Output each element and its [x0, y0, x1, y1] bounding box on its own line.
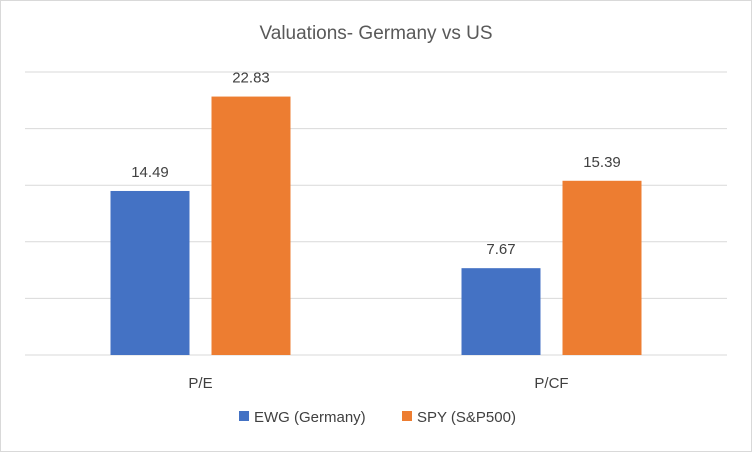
legend-label-spy: SPY (S&P500) — [417, 409, 516, 426]
category-label-pe: P/E — [188, 375, 212, 392]
bar-spy-pe — [211, 96, 291, 356]
category-label-pcf: P/CF — [534, 375, 568, 392]
chart-title: Valuations- Germany vs US — [259, 23, 492, 44]
legend-swatch-ewg — [239, 411, 249, 421]
bar-ewg-pe — [110, 190, 190, 355]
legend: EWG (Germany) SPY (S&P500) — [239, 409, 516, 426]
category-labels: P/E P/CF — [188, 375, 568, 392]
legend-label-ewg: EWG (Germany) — [254, 409, 366, 426]
bars — [110, 96, 642, 356]
data-label-ewg-pcf: 7.67 — [486, 241, 515, 258]
data-label-ewg-pe: 14.49 — [131, 164, 169, 181]
bar-ewg-pcf — [461, 268, 541, 355]
data-label-spy-pe: 22.83 — [232, 70, 270, 87]
data-labels: 14.49 22.83 7.67 15.39 — [131, 70, 621, 259]
legend-swatch-spy — [402, 411, 412, 421]
bar-spy-pcf — [562, 180, 642, 355]
data-label-spy-pcf: 15.39 — [583, 154, 621, 171]
